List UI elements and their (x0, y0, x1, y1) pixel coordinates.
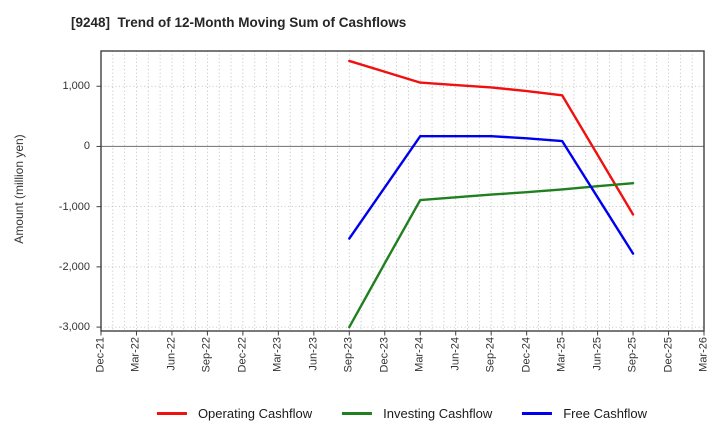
x-tick-label: Dec-23 (378, 337, 391, 373)
x-tick-label: Dec-21 (94, 337, 107, 373)
y-tick-label: -3,000 (58, 321, 90, 334)
y-axis-tick-labels: 1,000 0 -1,000 -2,000 -3,000 (0, 51, 90, 334)
legend-label: Investing Cashflow (383, 406, 493, 421)
y-tick-label: -1,000 (58, 200, 90, 213)
plot-area (96, 50, 705, 336)
x-tick-label: Sep-24 (484, 337, 497, 373)
x-tick-label: Mar-26 (697, 337, 710, 372)
x-tick-label: Sep-23 (342, 337, 355, 373)
x-tick-label: Mar-23 (271, 337, 284, 372)
legend-label: Operating Cashflow (197, 406, 313, 421)
y-tick-label: -2,000 (58, 260, 90, 273)
x-tick-label: Jun-23 (307, 337, 320, 371)
operating-cashflow-line-swatch (156, 412, 187, 415)
legend-item-operating-cashflow: Operating Cashflow (156, 406, 313, 421)
legend-item-investing-cashflow: Investing Cashflow (342, 406, 492, 421)
chart-title: [9248] Trend of 12-Month Moving Sum of C… (71, 15, 407, 30)
x-tick-label: Jun-25 (591, 337, 604, 371)
x-tick-label: Mar-22 (129, 337, 142, 372)
legend-label: Free Cashflow (563, 406, 648, 421)
x-tick-label: Dec-25 (662, 337, 675, 373)
free-cashflow-line-swatch (522, 412, 553, 415)
legend: Operating Cashflow Investing Cashflow Fr… (156, 406, 647, 421)
x-tick-label: Sep-25 (626, 337, 639, 373)
investing-cashflow-line-swatch (342, 412, 373, 415)
x-axis-tick-labels: Dec-21 Mar-22 Jun-22 Sep-22 Dec-22 Mar-23 Jun-… (95, 337, 710, 395)
y-tick-label: 0 (83, 140, 90, 153)
legend-item-free-cashflow: Free Cashflow (522, 406, 647, 421)
x-tick-label: Mar-24 (413, 337, 426, 372)
x-tick-label: Mar-25 (555, 337, 568, 372)
y-tick-label: 1,000 (62, 80, 90, 93)
x-tick-label: Dec-22 (236, 337, 249, 373)
x-tick-label: Sep-22 (200, 337, 213, 373)
x-tick-label: Jun-24 (449, 337, 462, 371)
x-tick-label: Dec-24 (520, 337, 533, 373)
x-tick-label: Jun-22 (165, 337, 178, 371)
